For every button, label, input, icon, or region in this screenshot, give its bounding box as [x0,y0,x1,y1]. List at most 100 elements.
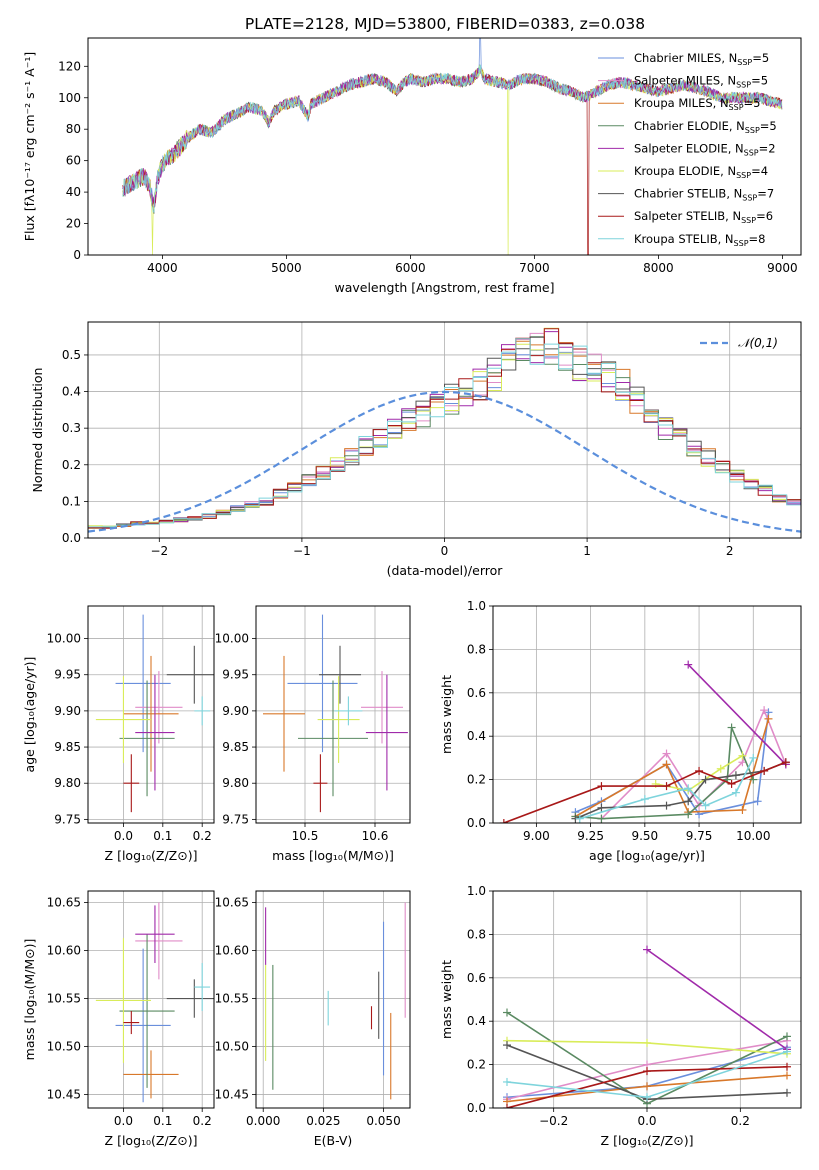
x-tick-label: 1 [583,544,591,558]
y-tick-label: 10.60 [215,944,249,958]
axes-frame [492,890,802,1109]
y-axis-label: mass weight [439,675,454,754]
weight-series-8 [579,757,755,820]
age_vs_mass-plot-area [263,614,408,813]
x-tick-label: 10.6 [362,829,389,843]
mass_vs_Z-plot-area [95,902,214,1103]
weight_vs_age-plot-area [499,660,790,823]
histogram-series-1 [88,332,801,529]
age_vs_Z-plot-area [95,614,214,813]
y-tick-label: 9.80 [54,776,81,790]
legend-entry: Chabrier ELODIE, NSSP=5 [634,119,777,135]
x-tick-label: 9000 [767,261,798,275]
x-axis-label: Z [log₁₀(Z/Z⊙)] [105,1133,198,1148]
y-tick-label: 0.2 [467,1058,486,1072]
spectrum-line-5 [122,65,783,255]
axes-frame [87,321,802,539]
y-tick-label: 0.4 [467,1014,486,1028]
axes-frame [87,890,215,1109]
y-tick-label: 0.8 [467,642,486,656]
mass_vs_Z-panel: 0.0 0.1 0.2 10.45 10.50 10.55 10.60 10.65 Z [log… [22,890,215,1148]
x-axis-label: Z [log₁₀(Z/Z⊙)] [601,1133,694,1148]
y-tick-label: 9.80 [222,776,249,790]
y-tick-label: 0.6 [467,686,486,700]
mass_vs_ebv-plot-area [265,902,406,1100]
histogram-series-2 [88,340,801,529]
legend-entry: Salpeter MILES, NSSP=5 [634,74,768,90]
residuals-plot-area [88,327,801,533]
x-tick-label: 0.0 [637,1114,656,1128]
legend-entry: Salpeter ELODIE, NSSP=2 [634,141,776,157]
y-tick-label: 9.90 [222,704,249,718]
axes-frame [492,605,802,824]
x-tick-label: −2 [150,544,168,558]
y-tick-label: 0.4 [467,729,486,743]
age_vs_mass-panel: 10.5 10.6 9.75 9.80 9.85 9.90 9.95 10.00 mass [l… [215,605,411,863]
legend-entry: Kroupa STELIB, NSSP=8 [634,232,765,248]
x-tick-label: 9.50 [631,829,658,843]
spectrum-legend: Chabrier MILES, NSSP=5 Salpeter MILES, NS… [598,51,777,248]
weight_vs_age-panel: 9.00 9.25 9.50 9.75 10.00 0.0 0.2 0.4 0.6 0.8 1.0 a… [439,599,802,863]
y-tick-label: 0.8 [467,927,486,941]
y-tick-label: 9.90 [54,704,81,718]
histogram-series-7 [88,328,801,529]
y-tick-label: 0.0 [467,816,486,830]
legend-entry: Chabrier STELIB, NSSP=7 [634,187,774,203]
y-axis-label: Normed distribution [30,368,45,493]
x-tick-label: 5000 [271,261,302,275]
y-tick-label: 80 [66,122,81,136]
legend-entry: Kroupa ELODIE, NSSP=4 [634,164,768,180]
mass_vs_ebv-panel: 0.000 0.025 0.050 10.45 10.50 10.55 10.60 10.65… [215,890,411,1148]
axes-frame [255,605,411,824]
y-tick-label: 0.1 [62,494,81,508]
y-tick-label: 0.0 [62,531,81,545]
y-tick-label: 9.85 [222,740,249,754]
axes-frame [87,37,802,256]
x-tick-label: 0.0 [114,829,133,843]
y-tick-label: 0.6 [467,971,486,985]
y-tick-label: 0.0 [467,1101,486,1115]
legend-entry: Chabrier MILES, NSSP=5 [634,51,769,67]
y-tick-label: 0.3 [62,421,81,435]
panels: 4000 5000 6000 7000 8000 9000020406080100120w… [22,37,802,1148]
spectrum-plot-area [122,38,783,255]
y-tick-label: 0 [73,248,81,262]
y-tick-label: 0.4 [62,385,81,399]
x-tick-label: 0.050 [366,1114,400,1128]
x-tick-label: 0.1 [153,1114,172,1128]
axes-frame [87,605,215,824]
x-tick-label: 10.5 [292,829,319,843]
y-tick-label: 10.45 [215,1088,249,1102]
y-tick-label: 1.0 [467,884,486,898]
y-tick-label: 10.50 [47,1040,81,1054]
x-tick-label: 0.2 [193,829,212,843]
y-axis-label: age [log₁₀(age/yr)] [22,657,37,773]
y-tick-label: 10.60 [47,944,81,958]
y-axis-label: Flux [fλ10⁻¹⁷ erg cm⁻² s⁻¹ A⁻¹] [22,52,37,241]
y-tick-label: 10.00 [47,632,81,646]
age_vs_Z-panel: 0.0 0.1 0.2 9.75 9.80 9.85 9.90 9.95 10.00 Z [log… [22,605,215,863]
legend-entry: Salpeter STELIB, NSSP=6 [634,209,773,225]
spectrum-panel: 4000 5000 6000 7000 8000 9000 0 20 40 60 80 100 120 w… [22,37,802,295]
x-tick-label: 0.1 [153,829,172,843]
spectrum-line-4 [122,67,783,207]
y-tick-label: 0.5 [62,348,81,362]
y-tick-label: 100 [58,91,81,105]
y-tick-label: 0.2 [62,458,81,472]
weight_vs_Z-plot-area [503,945,791,1108]
y-axis-label: mass weight [439,960,454,1039]
x-tick-label: 0.2 [731,1114,750,1128]
normal-legend-label: 𝒩(0,1) [738,336,778,350]
weight-series-6 [575,761,787,820]
y-tick-label: 9.85 [54,740,81,754]
y-tick-label: 1.0 [467,599,486,613]
x-tick-label: 6000 [395,261,426,275]
x-tick-label: 2 [726,544,734,558]
y-tick-label: 20 [66,217,81,231]
x-tick-label: 10.00 [736,829,770,843]
x-axis-label: mass [log₁₀(M/M⊙)] [272,848,394,863]
x-tick-label: 0.2 [193,1114,212,1128]
histogram-series-8 [88,338,801,528]
y-tick-label: 10.55 [47,992,81,1006]
